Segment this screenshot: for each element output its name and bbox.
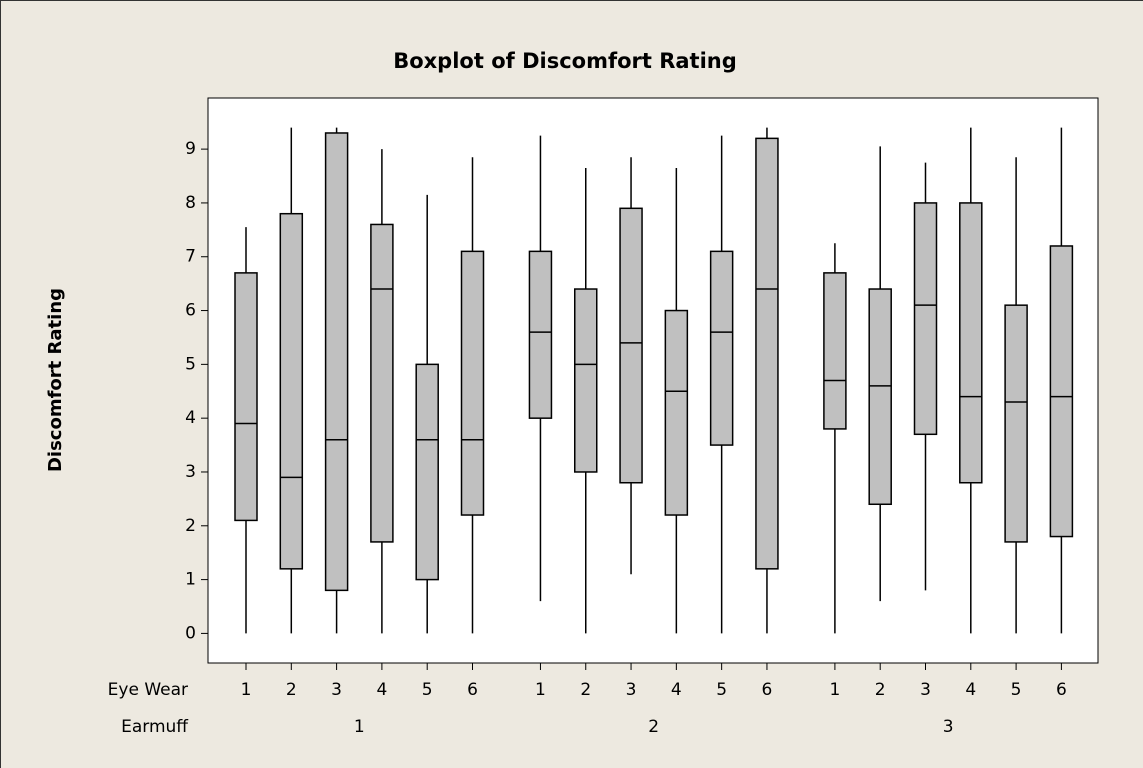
y-tick-label: 0	[185, 623, 196, 643]
x-tick-label: 3	[626, 680, 637, 700]
row-label: Earmuff	[121, 717, 189, 737]
box	[1049, 245, 1074, 538]
x-tick-label: 4	[671, 680, 682, 700]
group-label: 3	[943, 717, 954, 737]
box	[823, 272, 847, 430]
box	[460, 250, 485, 516]
chart-title: Boxplot of Discomfort Rating	[393, 49, 737, 73]
y-tick-label: 6	[185, 301, 196, 321]
plot-area	[207, 97, 1099, 664]
y-tick-label: 8	[185, 193, 196, 213]
y-tick-label: 9	[185, 139, 196, 159]
box	[913, 202, 938, 436]
x-tick-label: 5	[716, 680, 727, 700]
y-axis-label: Discomfort Rating	[45, 288, 66, 472]
box	[324, 132, 349, 592]
x-tick-label: 4	[376, 680, 387, 700]
y-tick-label: 7	[185, 247, 196, 267]
box	[415, 363, 439, 581]
group-label: 1	[354, 717, 365, 737]
x-tick-label: 1	[829, 680, 840, 700]
y-tick-label: 5	[185, 354, 196, 374]
x-tick-label: 1	[241, 680, 252, 700]
y-tick-label: 4	[185, 408, 196, 428]
box	[709, 250, 734, 446]
box	[1004, 304, 1028, 543]
x-tick-label: 1	[535, 680, 546, 700]
box	[528, 250, 553, 419]
box	[234, 272, 258, 522]
x-tick-label: 4	[965, 680, 976, 700]
box	[664, 309, 689, 516]
group-label: 2	[648, 717, 659, 737]
x-tick-label: 2	[286, 680, 297, 700]
x-tick-label: 5	[1011, 680, 1022, 700]
box	[279, 212, 304, 570]
x-tick-label: 5	[422, 680, 433, 700]
x-tick-label: 3	[331, 680, 342, 700]
box	[959, 202, 983, 484]
box	[574, 288, 598, 473]
box	[619, 207, 643, 484]
x-tick-label: 2	[875, 680, 886, 700]
box	[868, 288, 892, 506]
y-tick-label: 1	[185, 570, 196, 590]
box	[370, 223, 394, 543]
x-tick-label: 2	[580, 680, 591, 700]
y-tick-label: 2	[185, 516, 196, 536]
x-tick-label: 6	[1056, 680, 1067, 700]
x-tick-label: 6	[467, 680, 478, 700]
y-tick-label: 3	[185, 462, 196, 482]
box	[755, 137, 779, 570]
x-tick-label: 3	[920, 680, 931, 700]
x-tick-label: 6	[762, 680, 773, 700]
row-label: Eye Wear	[108, 680, 188, 700]
